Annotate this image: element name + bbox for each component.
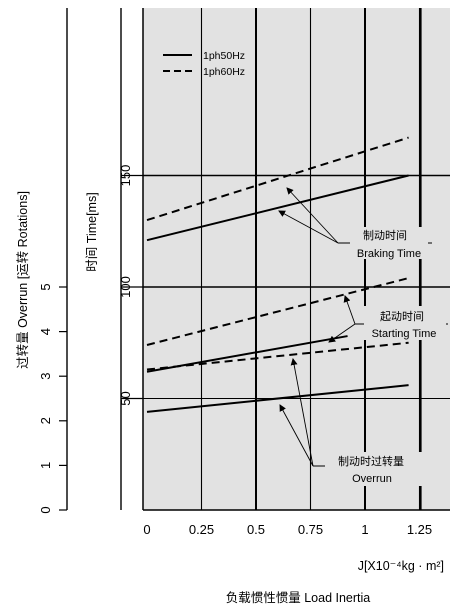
overrun-tick-label: 1 [38,462,53,469]
overrun-axis-ticks: 0 1 2 3 4 5 [38,283,67,514]
overrun-label-en: Overrun [352,473,392,485]
starting-leader-2 [328,323,356,343]
x-axis-label: 负载惯性惯量 Load Inertia [226,590,371,605]
series-line-braking [146,136,409,222]
x-tick-label: 0 [143,522,150,537]
overrun-tick-label: 2 [38,417,53,424]
braking-label-cn: 制动时间 [363,229,407,242]
overrun-axis-label: 过转量 Overrun [运转 Rotations] [15,191,30,369]
braking-leader-1 [278,210,339,244]
x-unit-label: J[X10⁻⁴kg · m²] [358,559,444,573]
starting-label-cn: 起动时间 [380,310,424,323]
reference-lines [143,174,450,399]
series-lines [146,136,409,413]
starting-leader-1 [343,295,356,325]
overrun-tick-label: 0 [38,506,53,513]
starting-label-box [364,306,446,340]
time-tick-label: 50 [118,391,133,405]
time-tick-label: 150 [118,165,133,187]
x-tick-label: 0.75 [298,522,323,537]
x-tick-label: 0.5 [247,522,265,537]
legend-label-50hz: 1ph50Hz [203,50,245,62]
braking-label-box [350,227,428,259]
x-tick-label: 1.25 [407,522,432,537]
legend-label-60hz: 1ph60Hz [203,66,245,78]
overrun-tick-label: 3 [38,373,53,380]
time-axis-ticks: 50 100 150 [118,165,143,406]
time-tick-label: 100 [118,276,133,298]
braking-label-en: Braking Time [357,248,421,260]
x-tick-label: 1 [361,522,368,537]
overrun-leader-1 [279,404,314,467]
time-axis-label: 时间 Time[ms] [85,192,99,271]
series-line-overrun [146,384,409,413]
x-tick-label: 0.25 [189,522,214,537]
braking-leader-2 [286,187,339,244]
series-line-starting [146,277,409,346]
overrun-leader-2 [290,358,314,467]
overrun-label-box [325,452,425,486]
starting-label-en: Starting Time [372,328,437,340]
series-line-starting [146,341,409,371]
overrun-tick-label: 5 [38,283,53,290]
series-line-braking [146,174,409,242]
overrun-label-cn: 制动时过转量 [338,454,404,468]
overrun-tick-label: 4 [38,328,53,335]
x-axis-ticks: 0 0.25 0.5 0.75 1 1.25 [143,522,432,537]
legend: 1ph50Hz 1ph60Hz [163,50,245,78]
